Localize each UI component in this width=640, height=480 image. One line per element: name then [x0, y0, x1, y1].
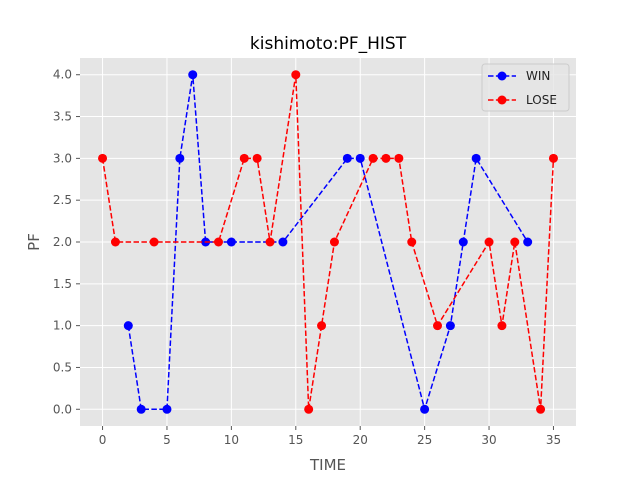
y-tick-label: 4.0	[53, 68, 72, 82]
data-point-lose	[407, 237, 417, 247]
x-tick-label: 20	[353, 433, 368, 447]
x-tick-label: 25	[417, 433, 432, 447]
legend-label-win: WIN	[526, 69, 550, 83]
data-point-win	[355, 153, 365, 163]
data-point-win	[175, 153, 185, 163]
y-tick-label: 3.5	[53, 110, 72, 124]
data-point-lose	[536, 404, 546, 414]
legend-marker-lose	[497, 95, 507, 105]
data-point-win	[188, 70, 198, 80]
data-point-win	[136, 404, 146, 414]
data-point-win	[162, 404, 172, 414]
data-point-win	[458, 237, 468, 247]
data-point-win	[420, 404, 430, 414]
data-point-lose	[484, 237, 494, 247]
data-point-lose	[239, 153, 249, 163]
series-layer	[98, 70, 558, 414]
data-point-lose	[304, 404, 314, 414]
legend-marker-win	[497, 71, 507, 81]
y-tick-label: 2.0	[53, 235, 72, 249]
data-point-lose	[149, 237, 159, 247]
data-point-lose	[98, 153, 108, 163]
y-tick-label: 3.0	[53, 151, 72, 165]
data-point-win	[445, 321, 455, 331]
x-tick-label: 5	[163, 433, 171, 447]
chart-title: kishimoto:PF_HIST	[250, 34, 407, 54]
x-axis-label: TIME	[309, 456, 346, 474]
y-tick-label: 1.5	[53, 277, 72, 291]
x-tick-label: 35	[546, 433, 561, 447]
data-point-win	[523, 237, 533, 247]
data-point-lose	[317, 321, 327, 331]
data-point-lose	[110, 237, 120, 247]
data-point-lose	[252, 153, 262, 163]
data-point-lose	[213, 237, 223, 247]
y-tick-label: 0.0	[53, 402, 72, 416]
y-tick-label: 0.5	[53, 360, 72, 374]
y-tick-label: 1.0	[53, 319, 72, 333]
data-point-win	[226, 237, 236, 247]
x-tick-label: 0	[99, 433, 107, 447]
x-tick-label: 10	[224, 433, 239, 447]
data-point-lose	[548, 153, 558, 163]
legend-label-lose: LOSE	[526, 93, 557, 107]
data-point-win	[278, 237, 288, 247]
data-point-lose	[265, 237, 275, 247]
data-point-lose	[329, 237, 339, 247]
data-point-lose	[381, 153, 391, 163]
data-point-lose	[394, 153, 404, 163]
tick-labels: 0 5 10 15 20 25 30 35 0.0 0.5 1.0 1.5 2.0 2.5 3.0 3.5 4.…	[53, 68, 561, 447]
data-point-lose	[497, 321, 507, 331]
y-tick-label: 2.5	[53, 193, 72, 207]
data-point-win	[123, 321, 133, 331]
data-point-lose	[510, 237, 520, 247]
data-point-lose	[291, 70, 301, 80]
y-axis-label: PF	[25, 233, 43, 251]
legend: WIN LOSE	[481, 63, 570, 112]
x-tick-label: 30	[481, 433, 496, 447]
data-point-lose	[433, 321, 443, 331]
data-point-win	[471, 153, 481, 163]
data-point-win	[342, 153, 352, 163]
data-point-lose	[368, 153, 378, 163]
x-tick-label: 15	[288, 433, 303, 447]
